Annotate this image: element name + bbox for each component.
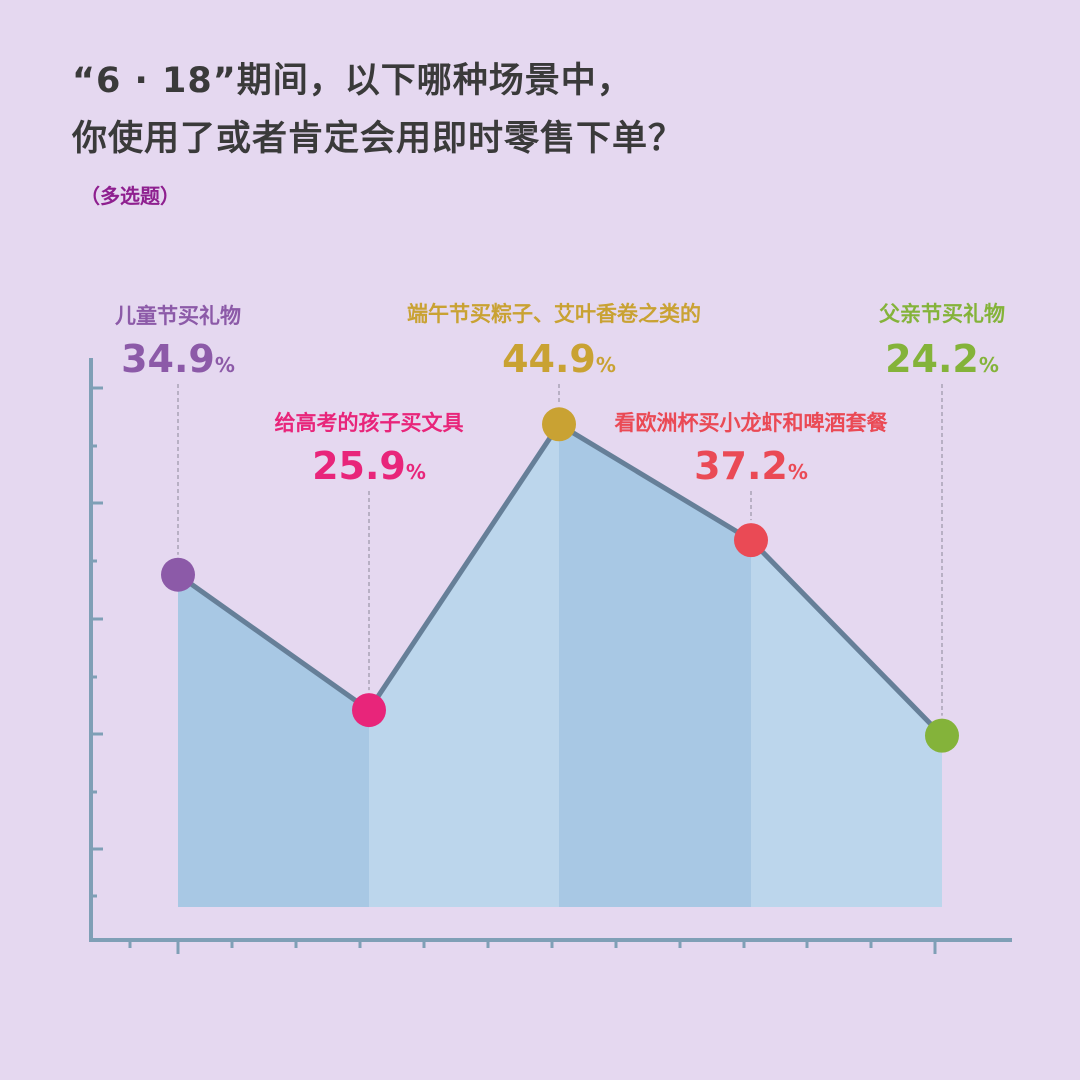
category-label: 看欧洲杯买小龙虾和啤酒套餐 xyxy=(615,411,889,435)
category-label: 儿童节买礼物 xyxy=(115,304,241,328)
value-unit: % xyxy=(596,353,616,377)
chart-title-line-1: “6 · 18”期间，以下哪种场景中， xyxy=(72,61,633,101)
chart-title: “6 · 18”期间，以下哪种场景中， 你使用了或者肯定会用即时零售下单？ xyxy=(72,52,684,168)
category-label: 给高考的孩子买文具 xyxy=(275,411,464,435)
value-label: 44.9% xyxy=(502,337,616,381)
value-unit: % xyxy=(979,353,999,377)
value-unit: % xyxy=(788,460,808,484)
value-number: 25.9 xyxy=(312,444,406,488)
leader-lines xyxy=(177,384,943,716)
data-points xyxy=(161,407,959,753)
value-label: 37.2% xyxy=(694,444,808,488)
area-fills xyxy=(178,424,942,907)
value-number: 24.2 xyxy=(885,337,979,381)
data-labels: 儿童节买礼物 34.9% 给高考的孩子买文具 25.9% 端午节买粽子、艾叶香卷之类的 4… xyxy=(115,302,1005,488)
value-unit: % xyxy=(215,353,235,377)
value-label: 24.2% xyxy=(885,337,999,381)
value-label: 25.9% xyxy=(312,444,426,488)
area-band-2 xyxy=(369,424,559,907)
category-label: 端午节买粽子、艾叶香卷之类的 xyxy=(407,302,701,326)
data-point xyxy=(542,407,576,442)
area-band-4 xyxy=(751,540,942,907)
data-point xyxy=(352,693,386,728)
data-point xyxy=(161,557,195,592)
value-number: 44.9 xyxy=(502,337,596,381)
data-point xyxy=(925,718,959,753)
area-band-1 xyxy=(178,574,369,907)
value-unit: % xyxy=(406,460,426,484)
area-band-3 xyxy=(559,424,751,907)
value-label: 34.9% xyxy=(121,337,235,381)
value-number: 37.2 xyxy=(694,444,788,488)
value-number: 34.9 xyxy=(121,337,215,381)
chart-title-line-2: 你使用了或者肯定会用即时零售下单？ xyxy=(72,119,685,159)
category-label: 父亲节买礼物 xyxy=(879,302,1005,326)
axes xyxy=(89,358,1012,954)
chart-subtitle: （多选题） xyxy=(80,184,180,208)
data-point xyxy=(734,523,768,558)
